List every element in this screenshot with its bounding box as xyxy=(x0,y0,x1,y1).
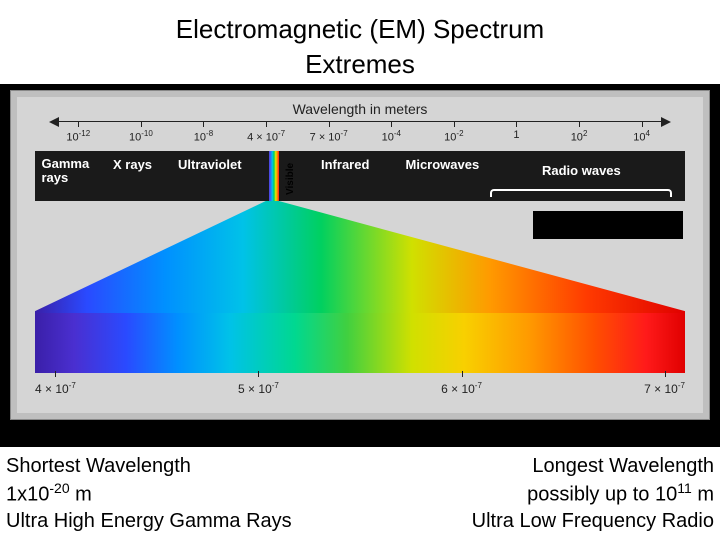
top-ticks: 10-1210-1010-84 × 10-77 × 10-710-410-211… xyxy=(47,129,673,147)
shortest-type: Ultra High Energy Gamma Rays xyxy=(6,508,292,534)
top-tick: 7 × 10-7 xyxy=(297,129,360,147)
shortest-title: Shortest Wavelength xyxy=(6,453,191,479)
title-block: Electromagnetic (EM) Spectrum Extremes xyxy=(0,0,720,84)
radio-brace xyxy=(490,189,672,197)
band-radio: Radio waves xyxy=(542,163,621,178)
footer-block: Shortest Wavelength Longest Wavelength 1… xyxy=(0,447,720,540)
axis-label: Wavelength in meters xyxy=(17,97,703,117)
top-tick: 10-10 xyxy=(110,129,173,147)
visible-slit xyxy=(269,151,279,201)
top-tick: 10-2 xyxy=(423,129,486,147)
band-visible: Visible xyxy=(285,163,296,195)
band-xrays: X rays xyxy=(113,157,152,172)
em-spectrum-diagram: Wavelength in meters 10-1210-1010-84 × 1… xyxy=(10,90,710,420)
band-microwaves: Microwaves xyxy=(406,157,480,172)
band-bar: Gammarays X rays Ultraviolet Visible Inf… xyxy=(35,151,685,201)
shortest-value: 1x10-20 m xyxy=(6,479,92,508)
top-tick: 10-12 xyxy=(47,129,110,147)
band-uv: Ultraviolet xyxy=(178,157,242,172)
top-tick: 102 xyxy=(548,129,611,147)
bottom-ticks: 4 × 10-7 5 × 10-7 6 × 10-7 7 × 10-7 xyxy=(35,381,685,401)
title-line-1: Electromagnetic (EM) Spectrum xyxy=(168,12,552,47)
top-tick: 1 xyxy=(485,129,548,147)
longest-type: Ultra Low Frequency Radio xyxy=(472,508,714,534)
top-tick: 10-4 xyxy=(360,129,423,147)
visible-spectrum-bar xyxy=(35,313,685,373)
axis-arrows xyxy=(57,121,663,122)
top-tick: 4 × 10-7 xyxy=(235,129,298,147)
bottom-tick: 6 × 10-7 xyxy=(441,381,482,401)
longest-value: possibly up to 1011 m xyxy=(527,479,714,508)
title-line-2: Extremes xyxy=(297,47,423,82)
bottom-tick: 4 × 10-7 xyxy=(35,381,76,401)
top-tick: 104 xyxy=(610,129,673,147)
band-infrared: Infrared xyxy=(321,157,369,172)
bottom-tick: 5 × 10-7 xyxy=(238,381,279,401)
bottom-tick: 7 × 10-7 xyxy=(644,381,685,401)
top-tick: 10-8 xyxy=(172,129,235,147)
band-gamma: Gammarays xyxy=(42,157,90,186)
longest-title: Longest Wavelength xyxy=(532,453,714,479)
